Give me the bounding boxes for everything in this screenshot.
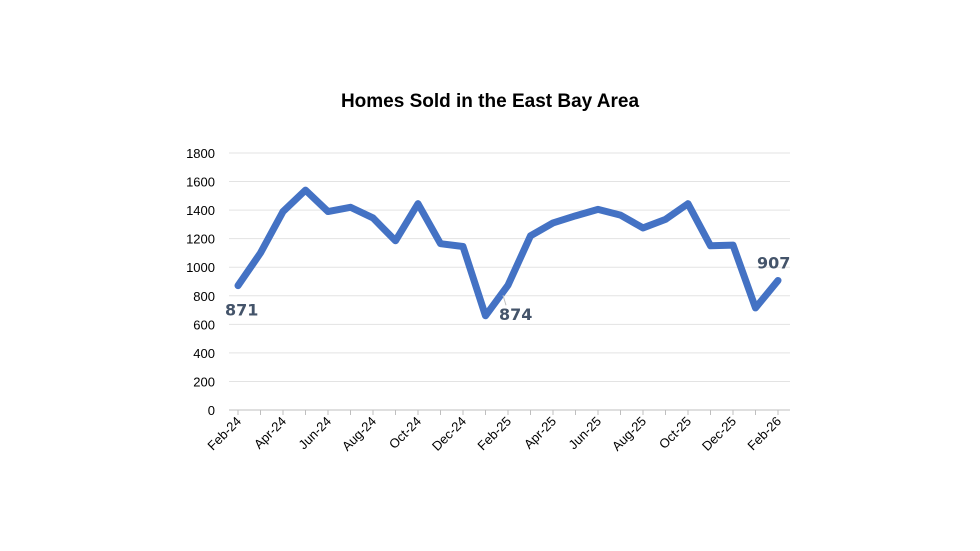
x-tick-label: Aug-25 — [609, 414, 649, 454]
x-tick-label: Aug-24 — [339, 414, 379, 454]
x-tick-label: Oct-25 — [656, 414, 694, 452]
y-tick-label: 600 — [193, 317, 215, 332]
y-tick-label: 1800 — [186, 146, 215, 161]
y-tick-label: 200 — [193, 374, 215, 389]
data-label: 907 — [757, 254, 790, 273]
y-tick-label: 400 — [193, 346, 215, 361]
x-tick-label: Oct-24 — [386, 414, 424, 452]
y-tick-label: 1600 — [186, 175, 215, 190]
data-label: 874 — [499, 305, 532, 324]
series-line — [234, 186, 782, 320]
leader-line — [502, 295, 507, 306]
y-tick-label: 0 — [208, 403, 215, 418]
chart-title: Homes Sold in the East Bay Area — [340, 91, 640, 112]
x-tick-label: Feb-24 — [204, 414, 244, 454]
x-tick-label: Dec-24 — [429, 414, 469, 454]
data-label: 871 — [225, 301, 258, 320]
y-tick-label: 1000 — [186, 260, 215, 275]
x-tick-label: Feb-25 — [474, 414, 514, 454]
y-tick-label: 800 — [193, 289, 215, 304]
x-tick-label: Jun-24 — [295, 414, 334, 453]
x-tick-label: Apr-24 — [251, 414, 289, 452]
x-tick-label: Apr-25 — [521, 414, 559, 452]
y-tick-label: 1400 — [186, 203, 215, 218]
x-tick-label: Dec-25 — [699, 414, 739, 454]
x-tick-label: Jun-25 — [565, 414, 604, 453]
y-tick-label: 1200 — [186, 232, 215, 247]
x-tick-label: Feb-26 — [744, 414, 784, 454]
